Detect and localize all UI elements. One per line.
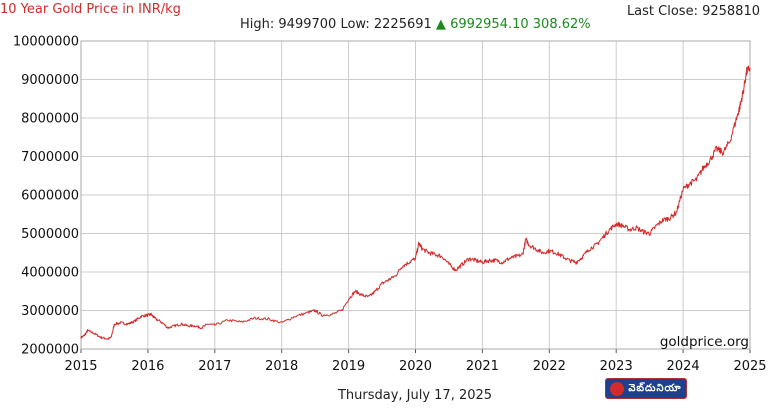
logo-text: వెబ్‌దునియా: [628, 382, 682, 394]
y-tick-label: 10000000: [13, 35, 79, 50]
y-tick-label: 5000000: [21, 227, 79, 242]
y-tick-label: 7000000: [21, 150, 79, 165]
high-value: 9499700: [278, 17, 337, 32]
footer-date: Thursday, July 17, 2025: [337, 388, 493, 403]
site-watermark: goldprice.org: [660, 334, 749, 350]
x-tick-label: 2019: [332, 359, 365, 374]
x-tick-label: 2023: [600, 359, 633, 374]
y-tick-label: 2000000: [21, 343, 79, 358]
x-tick-label: 2021: [466, 359, 499, 374]
price-stats: High: 9499700 Low: 2225691 ▲ 6992954.10 …: [240, 17, 591, 32]
x-tick-labels: 2015 2016 2017 2018 2019 2020 2021 2022 2023 2024…: [64, 359, 766, 374]
plot-frame: [80, 40, 751, 350]
grid-lines: [80, 40, 751, 350]
x-tick-label: 2016: [131, 359, 164, 374]
y-tick-labels: 2000000 3000000 4000000 5000000 6000000 70000…: [13, 35, 79, 358]
y-tick-label: 9000000: [21, 73, 79, 88]
last-close: Last Close: 9258810: [627, 4, 760, 19]
price-line: [80, 65, 751, 340]
x-tick-label: 2020: [399, 359, 432, 374]
last-close-value: 9258810: [702, 4, 760, 19]
axes: [80, 40, 751, 353]
low-value: 2225691: [373, 17, 432, 32]
y-tick-label: 6000000: [21, 189, 79, 204]
x-tick-label: 2017: [198, 359, 231, 374]
x-tick-label: 2025: [733, 359, 766, 374]
logo-badge-icon: [610, 381, 625, 396]
y-tick-label: 8000000: [21, 112, 79, 127]
x-tick-label: 2022: [533, 359, 566, 374]
y-tick-label: 4000000: [21, 266, 79, 281]
change-arrow-icon: ▲: [435, 17, 446, 32]
low-label: Low:: [340, 17, 370, 32]
x-tick-label: 2018: [265, 359, 298, 374]
chart-title: 10 Year Gold Price in INR/kg: [0, 2, 181, 17]
high-label: High:: [240, 17, 275, 32]
change-percent: 308.62%: [532, 17, 591, 32]
last-close-label: Last Close:: [626, 4, 698, 19]
change-value: 6992954.10: [450, 17, 529, 32]
x-tick-label: 2015: [64, 359, 97, 374]
y-tick-label: 3000000: [21, 304, 79, 319]
x-tick-label: 2024: [667, 359, 700, 374]
webdunia-logo[interactable]: వెబ్‌దునియా: [605, 378, 687, 399]
